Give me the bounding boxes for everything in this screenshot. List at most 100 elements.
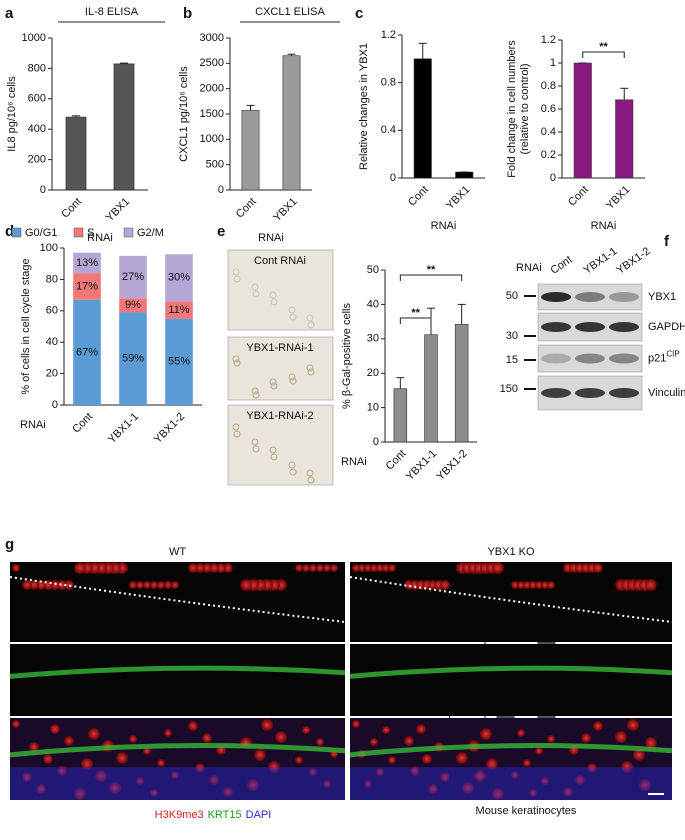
nucleus: [422, 754, 432, 764]
cell: [288, 461, 296, 469]
bar-segment: [165, 301, 193, 319]
y-tick-label: 1500: [200, 108, 224, 120]
y-tick-label: 0: [52, 399, 58, 411]
cell: [307, 368, 315, 376]
image-label: YBX1-RNAi-2: [246, 410, 313, 422]
condition-label: YBX1 KO: [487, 546, 535, 558]
nucleus: [440, 772, 450, 782]
nucleus: [209, 563, 219, 573]
x-axis-label: RNAi: [87, 232, 113, 244]
x-tick-label: YBX1: [104, 196, 132, 224]
nucleus: [529, 789, 537, 797]
nucleus: [382, 726, 390, 734]
cell: [251, 283, 259, 291]
bar: [615, 99, 634, 179]
x-tick-label: YBX1-1: [106, 411, 141, 446]
nucleus: [195, 563, 205, 573]
nucleus: [136, 777, 144, 785]
nucleus: [50, 580, 60, 590]
y-tick-label: 1.2: [541, 34, 556, 46]
cell: [306, 364, 314, 372]
nucleus: [36, 784, 46, 794]
lane-label: Cont: [549, 254, 575, 277]
nucleus: [150, 581, 158, 589]
y-tick-label: 0.8: [381, 77, 396, 89]
legend-swatch: [11, 227, 22, 238]
micrograph: [350, 562, 672, 642]
y-axis-label: % of cells in cell cycle stage: [20, 258, 32, 394]
legend-label: G2/M: [137, 227, 164, 239]
cell: [233, 359, 241, 367]
y-tick-label: 0: [390, 172, 396, 184]
micrograph: [227, 336, 334, 401]
y-tick-label: 600: [28, 93, 46, 105]
band-label: GAPDH: [648, 321, 685, 333]
stain-name: KRT15: [208, 809, 242, 821]
x-axis-label: RNAi: [258, 232, 284, 244]
stain-legend: H3K9me3 KRT15 DAPI: [155, 809, 272, 821]
y-axis-label: % β-Gal-positive cells: [341, 303, 353, 409]
nucleus: [587, 763, 597, 773]
y-tick-label: 0.8: [541, 80, 556, 92]
nucleus: [261, 719, 273, 731]
nucleus: [57, 766, 67, 776]
bar-segment: [165, 318, 193, 405]
nucleus: [529, 581, 537, 589]
nucleus: [462, 782, 474, 794]
blot-strip: [537, 344, 643, 373]
x-tick-label: Cont: [70, 411, 95, 436]
marker-label: 150: [500, 383, 518, 395]
nucleus: [223, 563, 233, 573]
value-label: 27%: [122, 271, 144, 283]
nucleus: [57, 580, 67, 590]
panel-letter: a: [5, 5, 14, 22]
nucleus: [615, 731, 627, 743]
nucleus: [209, 775, 219, 785]
cell: [269, 291, 277, 299]
nucleus: [517, 581, 525, 589]
nucleus: [29, 742, 39, 752]
y-tick-label: 400: [28, 123, 46, 135]
y-tick-label: 100: [40, 242, 58, 254]
bar: [454, 324, 469, 443]
y-tick-label: 0.4: [541, 126, 556, 138]
nucleus: [492, 562, 504, 574]
cell: [289, 313, 297, 321]
y-tick-label: 10: [367, 402, 379, 414]
value-label: 30%: [168, 272, 190, 284]
cell: [251, 438, 259, 446]
y-tick-label: 20: [46, 368, 58, 380]
cell: [252, 290, 260, 298]
nucleus: [188, 721, 198, 731]
chart-title: IL-8 ELISA: [85, 6, 139, 18]
nucleus: [352, 720, 360, 728]
band-label: YBX1: [648, 291, 676, 303]
error-bar: [120, 62, 128, 64]
nucleus: [95, 770, 107, 782]
legend-label: S: [87, 227, 94, 239]
nucleus: [64, 736, 74, 746]
error-bar: [246, 104, 255, 111]
y-tick-label: 0: [550, 172, 556, 184]
nucleus: [547, 581, 555, 589]
nucleus: [150, 789, 158, 797]
y-tick-label: 1000: [200, 133, 224, 145]
x-axis-label: RNAi: [431, 220, 457, 232]
nucleus: [22, 772, 32, 782]
nucleus: [563, 787, 573, 797]
nucleus: [64, 580, 74, 590]
band: [609, 353, 639, 364]
nucleus: [247, 779, 259, 791]
y-axis-label: (relative to control): [519, 63, 531, 154]
nucleus: [358, 564, 366, 572]
nucleus: [81, 758, 93, 770]
nucleus: [254, 749, 266, 761]
micrograph: [10, 562, 345, 642]
significance-bracket: [399, 317, 432, 324]
nucleus: [164, 729, 172, 737]
nucleus: [575, 775, 585, 785]
dapi-region: [350, 767, 672, 800]
cell: [252, 445, 260, 453]
x-tick-label: Cont: [234, 196, 259, 221]
nucleus: [593, 721, 603, 731]
